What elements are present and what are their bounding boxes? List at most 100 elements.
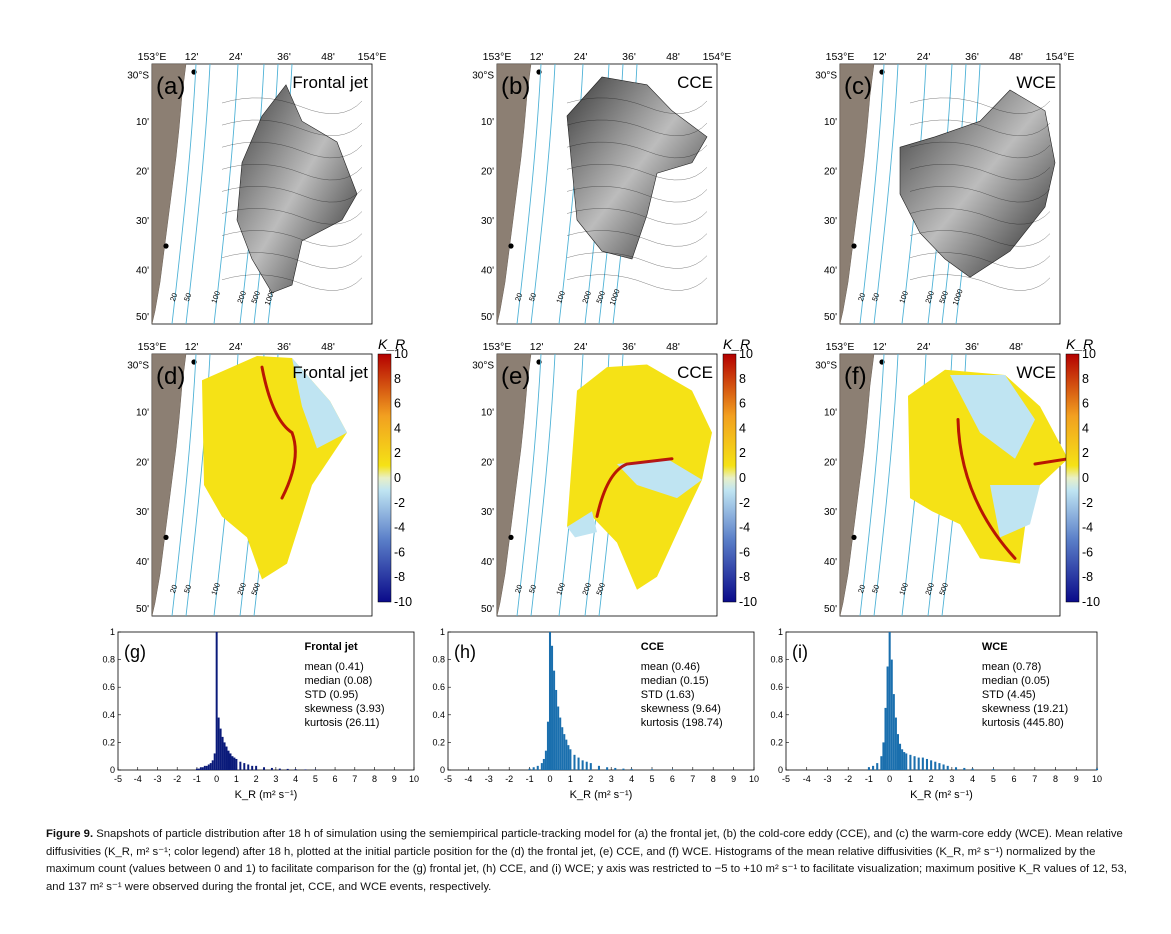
x-tick-label: 10 <box>409 774 419 784</box>
colorbar <box>377 353 392 603</box>
particle-streak <box>566 119 708 137</box>
isobath-label: 200 <box>923 582 936 597</box>
y-tick-label: 0.8 <box>770 655 783 665</box>
x-tick-label: -1 <box>526 774 534 784</box>
colorbar-tick-label: 4 <box>739 421 746 435</box>
colorbar-tick-label: 2 <box>1082 446 1089 460</box>
isobath-line <box>185 63 211 325</box>
histogram-bar <box>882 742 885 770</box>
colorbar-tick-label: 8 <box>739 372 746 386</box>
location-marker <box>508 243 514 249</box>
isobath-line <box>530 353 556 617</box>
statistic-label: median (0.15) <box>641 675 709 687</box>
isobath-label: 20 <box>513 292 524 303</box>
histogram-bar <box>963 767 966 770</box>
isobath-label: 20 <box>856 583 867 594</box>
histogram-bar <box>567 745 570 770</box>
colorbar-tick-label: -6 <box>739 545 750 559</box>
histogram-bar <box>867 767 870 770</box>
isobath-line <box>516 63 542 325</box>
map-frame: 153°E 12' 24' 36' 48'30°S10'20'30'40'50'20 50… <box>815 336 1100 617</box>
histogram-bar <box>197 768 200 770</box>
isobath-line <box>171 353 197 617</box>
lat-tick-label: 10' <box>481 408 494 419</box>
isobath-line <box>530 63 556 325</box>
histogram-bar <box>225 746 228 770</box>
x-tick-label: 6 <box>333 774 338 784</box>
histogram-bar <box>270 767 273 770</box>
histogram-bar <box>217 717 220 770</box>
negative-diffusivity-region <box>567 511 597 538</box>
particle-cloud <box>566 76 708 260</box>
particle-streak <box>566 97 708 114</box>
histogram-bar <box>199 767 202 770</box>
lon-tick-label: 12' <box>185 341 199 353</box>
location-marker <box>163 243 169 249</box>
y-tick-label: 0.6 <box>770 682 783 692</box>
particle-streak <box>566 186 708 203</box>
histogram-bar <box>251 765 254 770</box>
histogram-bar <box>930 760 933 770</box>
x-tick-label: 0 <box>887 774 892 784</box>
colorbar-tick-label: 6 <box>1082 397 1089 411</box>
colorbar-tick-label: 10 <box>394 347 408 361</box>
particle-streak <box>221 274 363 291</box>
lat-tick-label: 40' <box>824 557 837 568</box>
histogram-bar <box>532 767 535 770</box>
isobath-line <box>859 353 885 617</box>
isobath-label: 100 <box>209 290 222 305</box>
histogram-bar <box>901 749 904 770</box>
lat-tick-label: 20' <box>136 457 149 468</box>
lat-tick-label: 20' <box>824 167 837 178</box>
particle-streak <box>909 208 1051 225</box>
location-marker <box>508 534 514 540</box>
histogram-bar <box>589 763 592 770</box>
x-tick-label: 7 <box>690 774 695 784</box>
lat-tick-label: 30°S <box>815 70 837 81</box>
lon-tick-label: 24' <box>574 51 588 63</box>
y-tick-label: 0.4 <box>432 710 445 720</box>
x-tick-label: -1 <box>193 774 201 784</box>
statistic-label: STD (0.95) <box>304 689 358 701</box>
land-mass <box>496 63 532 325</box>
x-tick-label: -2 <box>844 774 852 784</box>
histogram-bar <box>971 768 974 770</box>
colorbar-tick-label: 0 <box>1082 471 1089 485</box>
x-tick-label: -5 <box>782 774 790 784</box>
x-tick-label: 5 <box>649 774 654 784</box>
histogram-bar <box>905 753 908 770</box>
lat-tick-label: 30°S <box>815 360 837 371</box>
lon-tick-label: 12' <box>873 51 887 63</box>
histogram-bar <box>528 768 531 770</box>
y-tick-label: 0 <box>110 765 115 775</box>
isobath-label: 50 <box>870 292 881 303</box>
y-tick-label: 1 <box>778 627 783 637</box>
colorbar-label: K_R <box>1066 336 1093 352</box>
histogram-bar <box>872 765 875 770</box>
particle-streak <box>221 119 363 137</box>
lon-tick-label: 36' <box>965 51 979 63</box>
map-frame: 153°E 12' 24' 36' 48' 154°E 30°S 10' 20' 30' 40' 50… <box>815 51 1074 325</box>
histogram-bar <box>211 760 214 770</box>
map-panel-f: 153°E 12' 24' 36' 48' 30°S 10' 20' 30' 40' 50' 20 50… <box>808 336 1108 620</box>
x-tick-label: -4 <box>134 774 142 784</box>
negative-diffusivity-region <box>990 485 1040 538</box>
lon-tick-label: 12' <box>530 341 544 353</box>
x-tick-label: 6 <box>670 774 675 784</box>
negative-diffusivity-region <box>292 358 347 449</box>
isobath-label: 200 <box>235 290 248 305</box>
colorbar-tick-label: -8 <box>739 570 750 584</box>
statistic-label: mean (0.46) <box>641 661 700 673</box>
histogram-bar <box>894 717 897 770</box>
colorbar-tick-label: -4 <box>739 521 750 535</box>
negative-diffusivity-region <box>617 458 702 499</box>
x-tick-label: 4 <box>293 774 298 784</box>
histogram-bar <box>557 706 560 770</box>
isobath-label: 100 <box>897 582 910 597</box>
isobath-label: 50 <box>182 292 193 303</box>
lon-tick-label: 48' <box>1009 51 1023 63</box>
lon-tick-label: 12' <box>873 341 887 353</box>
colorbar-tick-label: -2 <box>1082 496 1093 510</box>
y-tick-label: 0.2 <box>102 737 115 747</box>
statistic-label: skewness (19.21) <box>982 703 1068 715</box>
